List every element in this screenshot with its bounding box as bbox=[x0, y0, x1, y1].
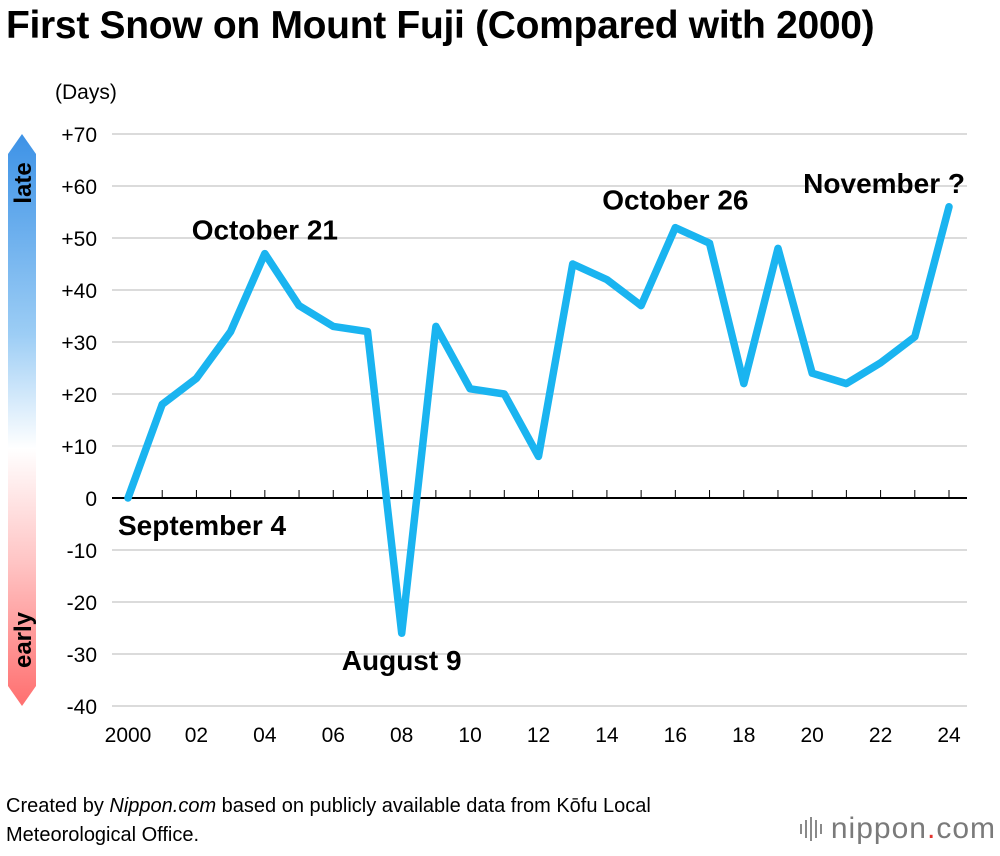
source-prefix: Created by bbox=[6, 795, 110, 817]
data-point bbox=[810, 371, 815, 376]
source-note: Created by Nippon.com based on publicly … bbox=[6, 792, 766, 850]
data-point bbox=[297, 303, 302, 308]
nippon-logo: nippon. com bbox=[799, 812, 996, 846]
x-tick-label: 20 bbox=[800, 724, 823, 747]
data-point bbox=[262, 251, 267, 256]
x-tick-label: 06 bbox=[322, 724, 345, 747]
x-tick-label: 08 bbox=[390, 724, 413, 747]
y-tick-label: -30 bbox=[67, 644, 97, 667]
data-point bbox=[126, 496, 130, 500]
data-point bbox=[844, 381, 849, 386]
data-point bbox=[707, 241, 712, 246]
data-point bbox=[775, 246, 780, 251]
y-tick-labels: +70 +60 +50 +40 +30 +20 +10 0 -10 -20 -30 -40 bbox=[61, 124, 97, 719]
x-tick-label: 2000 bbox=[105, 724, 152, 747]
data-point bbox=[947, 204, 951, 209]
data-point bbox=[194, 376, 199, 381]
data-point bbox=[160, 402, 165, 407]
chart: late early (Days) +70 +60 +50 +40 +30 +20 +10 0… bbox=[8, 81, 967, 747]
x-tick-label: 12 bbox=[527, 724, 550, 747]
late-label: late bbox=[10, 162, 37, 203]
y-tick-label: +40 bbox=[61, 280, 97, 303]
annotation-label: November ? bbox=[803, 168, 965, 199]
data-point bbox=[604, 277, 609, 282]
data-point bbox=[639, 303, 644, 308]
series-line-layer bbox=[124, 203, 953, 637]
x-tick-label: 14 bbox=[595, 724, 619, 747]
data-point bbox=[502, 392, 507, 396]
series-line bbox=[124, 203, 953, 637]
y-tick-label: +20 bbox=[61, 384, 97, 407]
y-tick-label: -10 bbox=[67, 540, 97, 563]
data-point bbox=[741, 381, 746, 386]
source-suffix: based on publicly available data from Kō… bbox=[6, 795, 651, 846]
data-point bbox=[673, 225, 678, 230]
x-tick-label: 18 bbox=[732, 724, 755, 747]
annotation-label: September 4 bbox=[118, 510, 286, 541]
annotation-label: October 26 bbox=[602, 185, 748, 216]
logo-tld: com bbox=[936, 812, 996, 845]
annotation-label: August 9 bbox=[342, 645, 462, 676]
data-point bbox=[365, 329, 370, 334]
y-tick-label: +30 bbox=[61, 332, 97, 355]
y-tick-label: +50 bbox=[61, 228, 97, 251]
x-tick-label: 04 bbox=[253, 724, 277, 747]
late-early-scale-arrow bbox=[8, 134, 36, 706]
annotation-label: October 21 bbox=[192, 215, 338, 246]
early-label: early bbox=[10, 611, 37, 668]
data-point bbox=[912, 334, 917, 339]
y-tick-label: 0 bbox=[85, 488, 97, 511]
data-point bbox=[536, 454, 541, 459]
x-tick-labels: 2000 02 04 06 08 10 12 14 16 18 20 22 24 bbox=[105, 724, 961, 747]
logo-brand: nippon bbox=[830, 812, 927, 845]
x-tick-label: 16 bbox=[664, 724, 687, 747]
y-axis-unit: (Days) bbox=[55, 81, 117, 104]
data-point bbox=[468, 386, 473, 391]
x-tick-label: 02 bbox=[185, 724, 208, 747]
data-point bbox=[228, 329, 233, 334]
y-tick-label: +70 bbox=[61, 124, 97, 147]
annotations: September 4 October 21 August 9 October 26 N… bbox=[118, 168, 965, 676]
x-tick-label: 22 bbox=[869, 724, 892, 747]
data-point bbox=[399, 631, 404, 636]
data-point bbox=[878, 360, 883, 365]
data-point bbox=[433, 324, 438, 329]
chart-title: First Snow on Mount Fuji (Compared with … bbox=[6, 4, 875, 47]
logo-bars-icon bbox=[799, 817, 825, 841]
y-tick-label: -20 bbox=[67, 592, 97, 615]
x-tick-label: 24 bbox=[937, 724, 961, 747]
source-name: Nippon.com bbox=[109, 795, 217, 817]
logo-dot: . bbox=[926, 812, 937, 845]
y-tick-label: +10 bbox=[61, 436, 97, 459]
data-point bbox=[570, 262, 575, 266]
y-tick-label: -40 bbox=[67, 696, 97, 719]
x-tick-label: 10 bbox=[458, 724, 481, 747]
data-point bbox=[331, 324, 336, 329]
y-tick-label: +60 bbox=[61, 176, 97, 199]
